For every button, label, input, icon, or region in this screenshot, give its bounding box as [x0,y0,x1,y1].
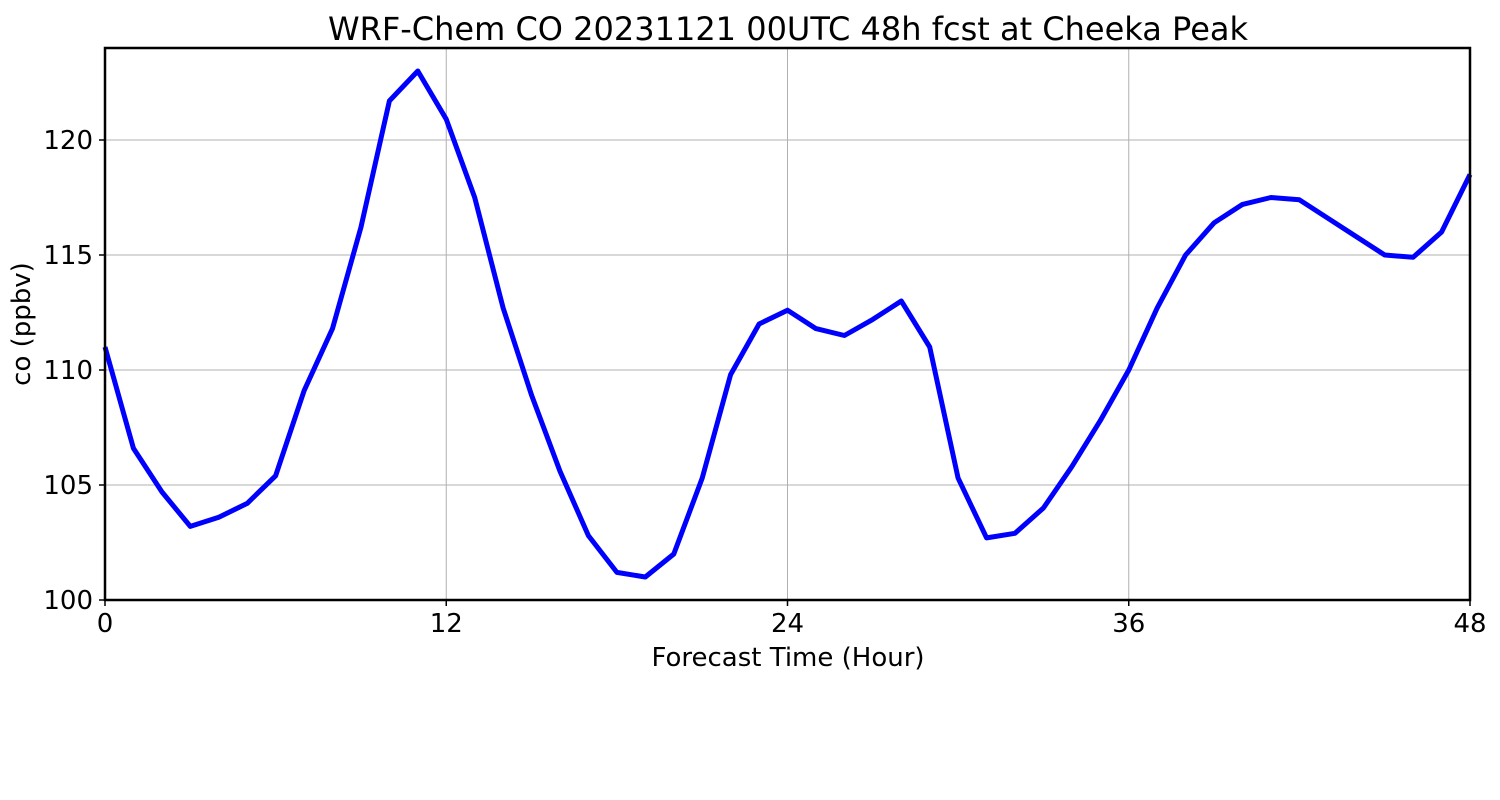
y-tick-label: 100 [43,586,93,616]
y-tick-label: 105 [43,471,93,501]
x-axis: 0 12 24 36 48 [97,600,1487,639]
x-tick-label: 36 [1112,609,1145,639]
y-axis-label: co (ppbv) [7,262,37,386]
x-tick-label: 12 [430,609,463,639]
x-axis-label: Forecast Time (Hour) [651,643,924,673]
y-tick-label: 115 [43,241,93,271]
y-axis: 100 105 110 115 120 [43,126,105,616]
x-tick-label: 48 [1453,609,1486,639]
series-layer [102,68,1473,580]
gridlines [104,48,1471,601]
co-series-line [102,68,1473,580]
chart-title: WRF-Chem CO 20231121 00UTC 48h fcst at C… [328,10,1249,48]
y-tick-label: 120 [43,126,93,156]
x-tick-label: 24 [771,609,804,639]
y-tick-label: 110 [43,356,93,386]
x-tick-label: 0 [97,609,114,639]
